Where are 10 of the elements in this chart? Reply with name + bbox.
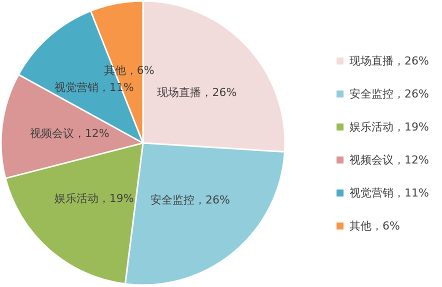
legend-label: 娱乐活动，19% (350, 120, 430, 134)
slice-label: 视频会议，12% (30, 127, 110, 140)
legend-label: 现场直播，26% (350, 54, 430, 68)
legend-label: 安全监控，26% (350, 88, 430, 100)
slice-label: 现场直播，26% (157, 86, 237, 99)
legend-label: 视觉营销，11% (350, 186, 430, 200)
legend-label: 视频会议，12% (350, 154, 430, 166)
slice-label: 娱乐活动，19% (54, 192, 134, 206)
legend-label: 其他，6% (350, 220, 400, 232)
slice-label: 安全监控，26% (150, 194, 230, 207)
